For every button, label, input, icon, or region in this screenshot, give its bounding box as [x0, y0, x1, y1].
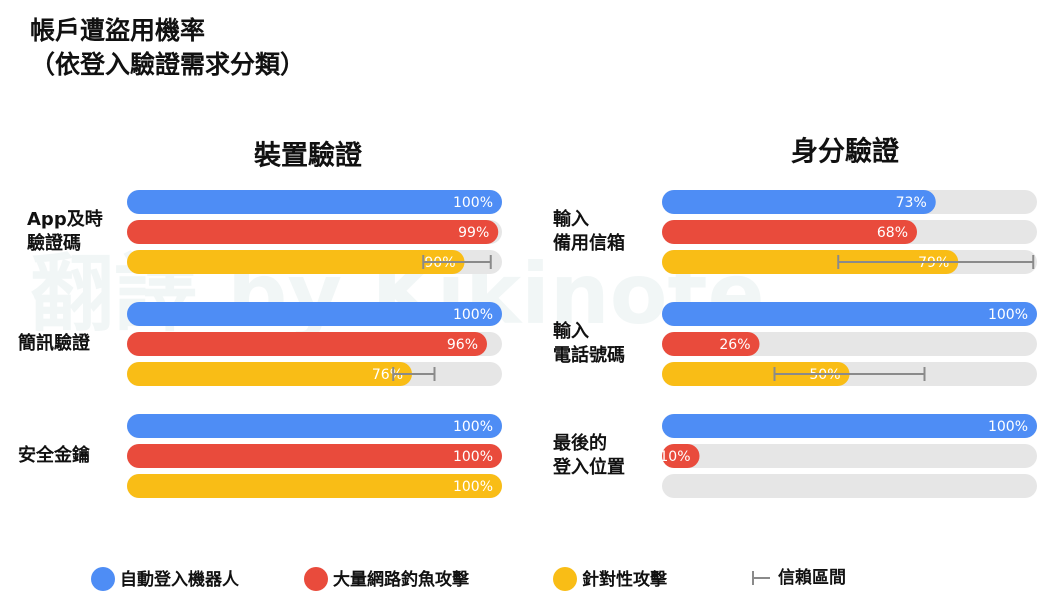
- legend-swatch: [304, 567, 328, 591]
- panel-title: 裝置驗證: [253, 140, 363, 172]
- value-label: 100%: [988, 307, 1028, 323]
- bar: [127, 474, 502, 498]
- legend-swatch: [553, 567, 577, 591]
- value-label: 99%: [458, 225, 489, 241]
- legend-swatch: [91, 567, 115, 591]
- error-bar: [422, 255, 492, 269]
- bar: [127, 302, 502, 326]
- bar: [662, 332, 760, 356]
- legend-error-icon: [752, 571, 770, 585]
- category-label: 輸入電話號碼: [553, 320, 625, 366]
- bar-track: [662, 444, 1037, 468]
- bar: [662, 302, 1037, 326]
- panel-title: 身分驗證: [791, 136, 900, 168]
- bar: [662, 362, 850, 386]
- legend-label: 信賴區間: [778, 567, 846, 588]
- bar-track: [662, 474, 1037, 498]
- bar: [127, 220, 499, 244]
- value-label: 100%: [453, 419, 493, 435]
- bar: [662, 190, 936, 214]
- value-label: 100%: [988, 419, 1028, 435]
- value-label: 100%: [453, 449, 493, 465]
- category-label: 安全金鑰: [18, 444, 90, 466]
- value-label: 76%: [372, 367, 403, 383]
- bar: [127, 190, 502, 214]
- value-label: 100%: [453, 307, 493, 323]
- legend-label: 自動登入機器人: [120, 569, 240, 590]
- category-label: 簡訊驗證: [18, 332, 91, 354]
- bar: [127, 444, 502, 468]
- bar: [127, 332, 487, 356]
- bar: [127, 414, 502, 438]
- page-title: 帳戶遭盜用機率（依登入驗證需求分類）: [30, 16, 305, 79]
- error-bar: [837, 255, 1035, 269]
- category-label: App及時驗證碼: [27, 209, 103, 254]
- bar: [127, 362, 412, 386]
- value-label: 73%: [896, 195, 927, 211]
- value-label: 100%: [453, 479, 493, 495]
- error-bar: [773, 367, 926, 381]
- legend-label: 大量網路釣魚攻擊: [333, 569, 470, 590]
- value-label: 96%: [447, 337, 478, 353]
- category-label: 輸入備用信箱: [553, 208, 625, 254]
- bar: [662, 250, 959, 274]
- legend-label: 針對性攻擊: [582, 569, 668, 590]
- bar: [662, 444, 700, 468]
- value-label: 26%: [719, 337, 750, 353]
- value-label: 100%: [453, 195, 493, 211]
- value-label: 10%: [659, 449, 690, 465]
- bar: [662, 414, 1037, 438]
- value-label: 68%: [877, 225, 908, 241]
- category-label: 最後的登入位置: [552, 432, 625, 478]
- bar: [127, 250, 465, 274]
- error-bar: [392, 367, 436, 381]
- bar: [662, 220, 917, 244]
